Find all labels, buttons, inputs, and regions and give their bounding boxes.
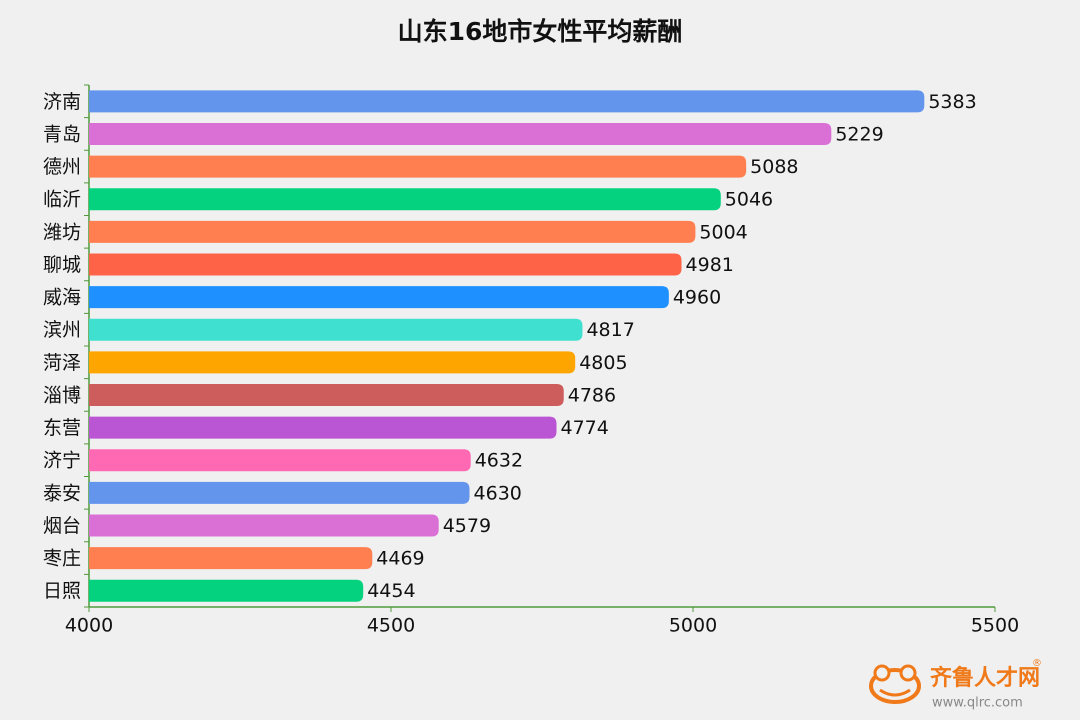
bar bbox=[89, 286, 669, 309]
value-label: 4981 bbox=[686, 254, 734, 276]
y-tick-label: 临沂 bbox=[43, 189, 81, 211]
logo-icon bbox=[873, 664, 891, 682]
bar bbox=[89, 514, 439, 537]
y-tick-label: 菏泽 bbox=[43, 352, 81, 374]
y-tick-label: 潍坊 bbox=[43, 221, 81, 243]
bar bbox=[89, 481, 470, 504]
y-tick-label: 德州 bbox=[43, 156, 81, 178]
bar bbox=[89, 351, 576, 374]
bar bbox=[89, 416, 557, 439]
value-label: 4630 bbox=[474, 482, 522, 504]
x-tick-label: 5500 bbox=[971, 615, 1019, 637]
x-tick-label: 4500 bbox=[367, 615, 415, 637]
y-tick-label: 威海 bbox=[43, 287, 81, 309]
y-tick-label: 聊城 bbox=[43, 254, 81, 276]
value-label: 4774 bbox=[560, 417, 608, 439]
value-label: 5046 bbox=[725, 189, 773, 211]
y-tick-label: 青岛 bbox=[43, 123, 81, 145]
bar bbox=[89, 579, 364, 602]
y-tick-label: 济宁 bbox=[43, 450, 81, 472]
value-label: 5088 bbox=[750, 156, 798, 178]
watermark: 齐鲁人才网 ® www.qlrc.com bbox=[869, 658, 1042, 711]
x-tick-label: 5000 bbox=[669, 615, 717, 637]
logo-icon bbox=[899, 664, 917, 682]
value-label: 5004 bbox=[699, 221, 747, 243]
value-label: 4805 bbox=[579, 352, 627, 374]
bar bbox=[89, 155, 747, 178]
logo-registered: ® bbox=[1032, 658, 1042, 669]
logo-url: www.qlrc.com bbox=[932, 696, 1023, 711]
value-label: 5229 bbox=[835, 123, 883, 145]
x-tick-label: 4000 bbox=[65, 615, 113, 637]
bar bbox=[89, 547, 373, 570]
bar bbox=[89, 318, 583, 341]
value-label: 4817 bbox=[586, 319, 634, 341]
y-tick-label: 泰安 bbox=[43, 482, 81, 504]
bar bbox=[89, 220, 696, 243]
y-tick-label: 东营 bbox=[43, 417, 81, 439]
bar bbox=[89, 253, 682, 276]
bar bbox=[89, 383, 564, 406]
y-tick-label: 烟台 bbox=[43, 515, 81, 537]
value-label: 4786 bbox=[568, 384, 616, 406]
bar bbox=[89, 122, 832, 145]
value-label: 4632 bbox=[475, 450, 523, 472]
chart-title: 山东16地市女性平均薪酬 bbox=[398, 17, 683, 46]
y-tick-label: 淄博 bbox=[43, 384, 81, 406]
value-label: 4960 bbox=[673, 287, 721, 309]
value-label: 4579 bbox=[443, 515, 491, 537]
logo-name: 齐鲁人才网 bbox=[930, 665, 1040, 691]
bar bbox=[89, 449, 471, 472]
value-label: 5383 bbox=[928, 91, 976, 113]
y-tick-label: 济南 bbox=[43, 91, 81, 113]
bar bbox=[89, 90, 925, 113]
logo-icon bbox=[869, 668, 921, 704]
y-tick-label: 滨州 bbox=[43, 319, 81, 341]
y-tick-label: 日照 bbox=[43, 580, 81, 602]
logo-icon bbox=[879, 688, 911, 697]
y-tick-label: 枣庄 bbox=[43, 548, 81, 570]
value-label: 4469 bbox=[376, 548, 424, 570]
value-label: 4454 bbox=[367, 580, 415, 602]
bar bbox=[89, 188, 721, 211]
